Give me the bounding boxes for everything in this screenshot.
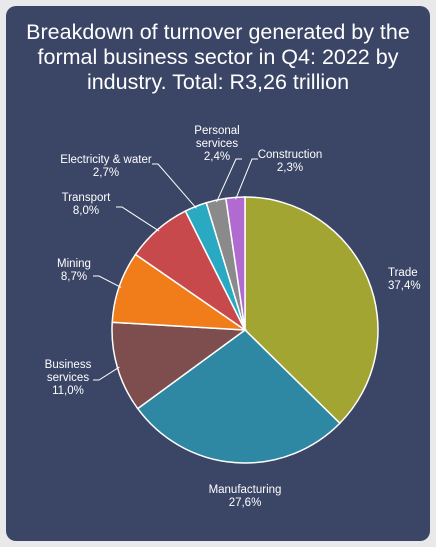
leader-line <box>217 159 243 202</box>
slice-label: Trade 37,4% <box>388 267 421 292</box>
leader-line <box>93 367 119 380</box>
slice-label: Mining 8,7% <box>57 258 91 283</box>
slice-label: Transport 8,0% <box>62 192 112 217</box>
pie-slices <box>112 197 378 463</box>
leader-line <box>236 159 258 199</box>
slice-label: Manufacturing 27,6% <box>209 484 282 509</box>
slice-label: Electricity & water 2,7% <box>60 154 152 179</box>
slice-label: Personal services 2,4% <box>194 125 239 163</box>
leader-line <box>116 207 159 231</box>
leader-line <box>152 164 196 208</box>
slice-label: Business services 11,0% <box>45 359 92 397</box>
leader-line <box>93 276 121 287</box>
slice-label: Construction 2,3% <box>258 149 323 174</box>
